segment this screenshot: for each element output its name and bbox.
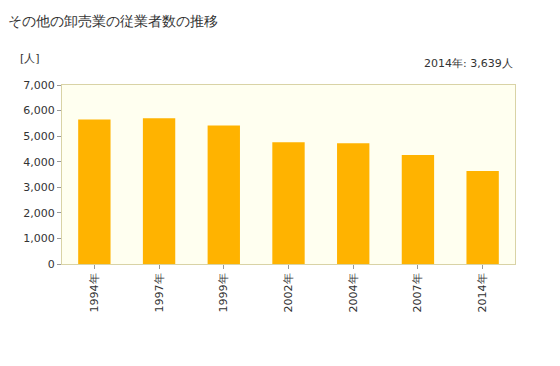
svg-text:7,000: 7,000 bbox=[23, 79, 55, 92]
svg-text:1994年: 1994年 bbox=[88, 273, 101, 312]
svg-text:5,000: 5,000 bbox=[23, 130, 55, 143]
svg-text:1999年: 1999年 bbox=[217, 273, 230, 312]
svg-text:2,000: 2,000 bbox=[23, 207, 55, 220]
svg-text:2007年: 2007年 bbox=[412, 273, 425, 312]
svg-text:4,000: 4,000 bbox=[23, 156, 55, 169]
svg-text:2014年: 3,639人: 2014年: 3,639人 bbox=[424, 57, 513, 70]
svg-text:2002年: 2002年 bbox=[282, 273, 295, 312]
svg-text:1997年: 1997年 bbox=[153, 273, 166, 312]
svg-text:2004年: 2004年 bbox=[347, 273, 360, 312]
svg-text:その他の卸売業の従業者数の推移: その他の卸売業の従業者数の推移 bbox=[8, 13, 218, 29]
svg-text:6,000: 6,000 bbox=[23, 104, 55, 117]
svg-text:2014年: 2014年 bbox=[476, 273, 489, 312]
svg-text:1,000: 1,000 bbox=[23, 232, 55, 245]
svg-text:3,000: 3,000 bbox=[23, 181, 55, 194]
svg-text:[人]: [人] bbox=[20, 52, 40, 65]
svg-text:0: 0 bbox=[48, 258, 55, 271]
